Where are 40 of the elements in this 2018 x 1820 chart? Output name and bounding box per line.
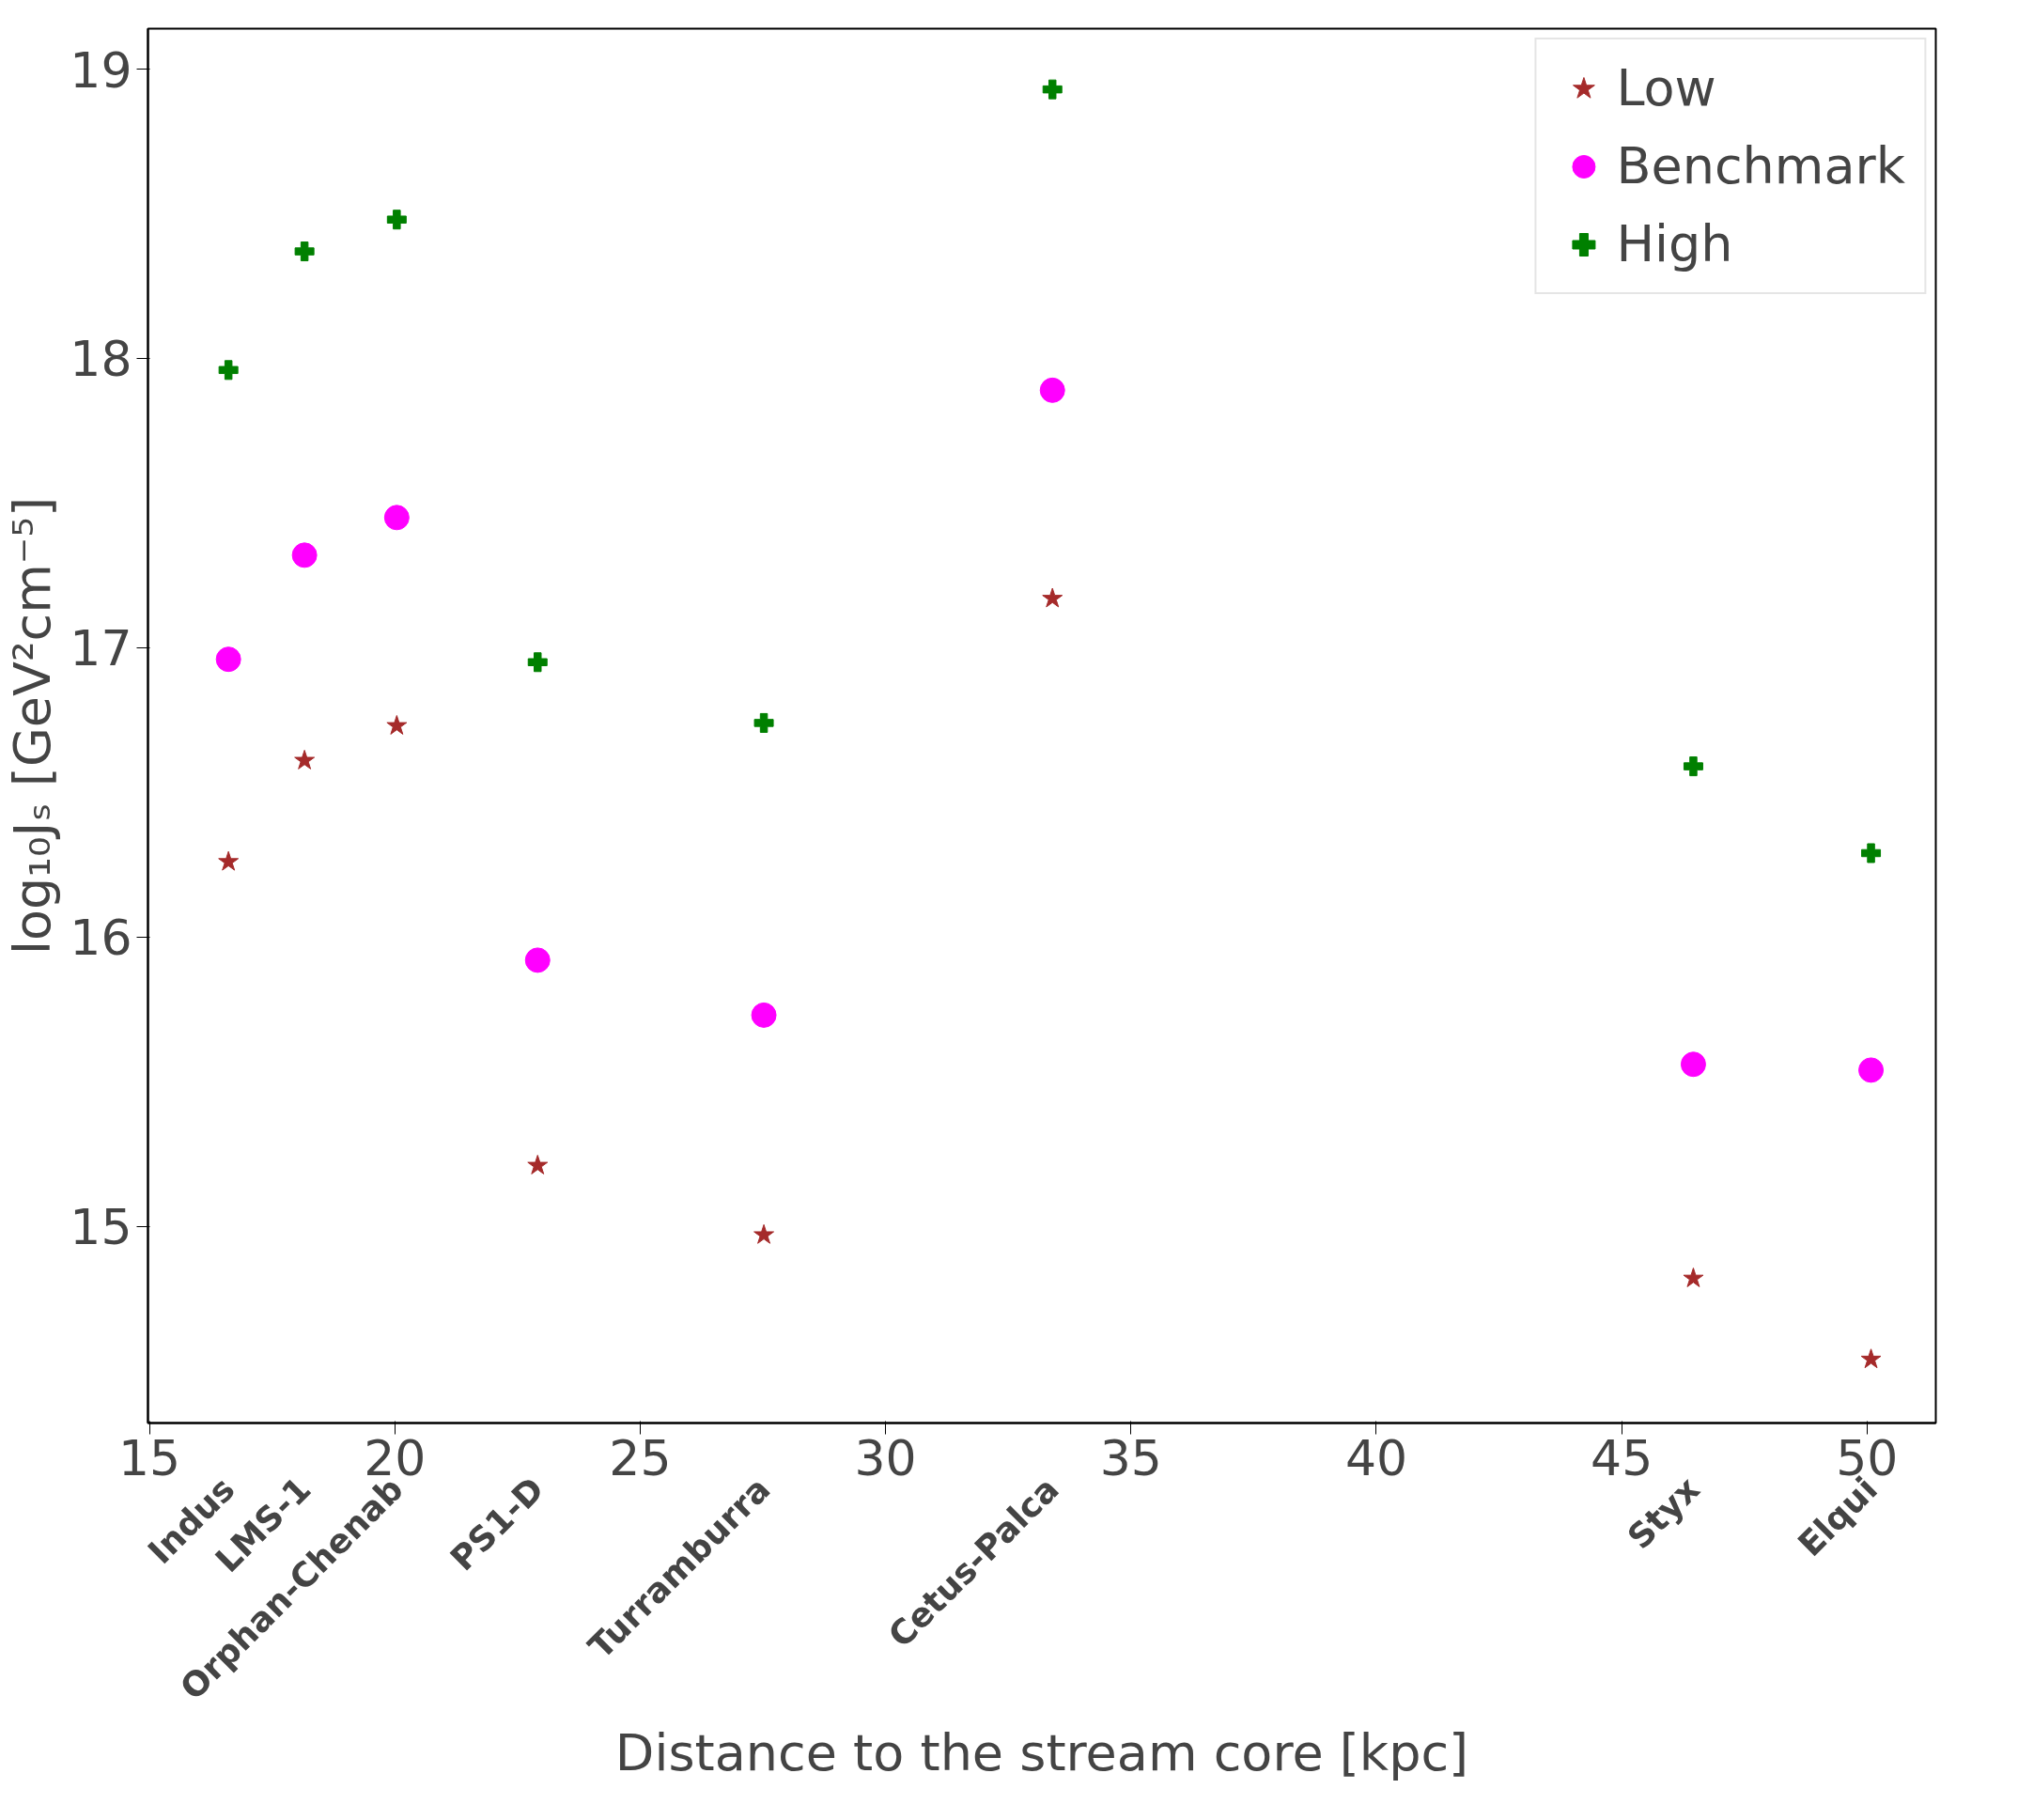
point [215,646,241,673]
point [1042,79,1063,100]
point [753,1223,775,1244]
point [527,1154,549,1174]
point [1680,1051,1706,1078]
x-tick-label: 35 [1099,1429,1162,1486]
x-tick-label: 25 [609,1429,672,1486]
legend-label: Low [1616,58,1716,117]
point [1861,843,1882,863]
y-axis-title: log₁₀Jₛ [GeV²cm⁻⁵] [3,496,63,956]
x-tick-label: 40 [1344,1429,1408,1486]
legend-label: Benchmark [1616,136,1905,195]
point [291,542,318,568]
point [1042,587,1063,608]
point [1858,1057,1885,1083]
x-tick-label: 30 [854,1429,917,1486]
point [527,652,548,673]
y-tick-label: 19 [70,41,132,99]
point [1860,1348,1882,1369]
x-tick-label: 45 [1591,1429,1653,1486]
point [383,505,410,531]
point [218,850,240,871]
point [524,947,551,973]
point [753,712,774,733]
point [386,210,407,230]
point [1683,1268,1704,1287]
legend-label: High [1616,214,1733,273]
y-tick-label: 15 [70,1199,132,1256]
x-tick-label: 15 [117,1429,181,1486]
point [1039,377,1065,403]
x-axis-title: Distance to the stream core [kpc] [614,1723,1469,1783]
y-tick-label: 16 [70,910,132,967]
point [386,715,408,735]
point [294,241,315,262]
point [294,749,316,770]
point [751,1002,777,1028]
y-tick-label: 18 [70,331,132,388]
point [218,360,239,381]
y-tick-label: 17 [70,620,132,677]
point [1683,756,1703,777]
